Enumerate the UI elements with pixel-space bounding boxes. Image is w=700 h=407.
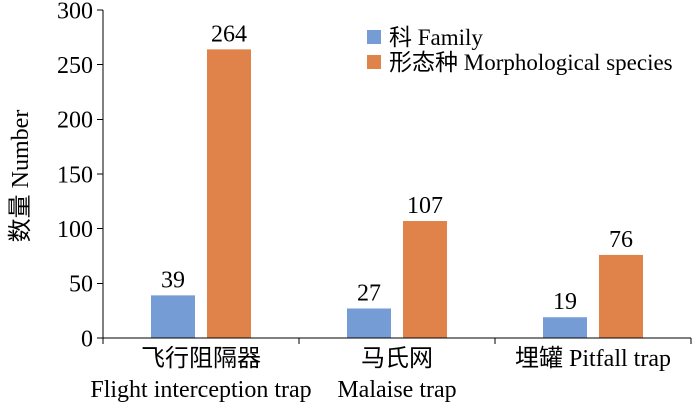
x-tick-label-flight-interception-trap-line-1: 飞行阻隔器	[141, 345, 261, 372]
x-tick-label-malaise-trap-line-2: Malaise trap	[337, 377, 456, 403]
x-tick-label-pitfall-trap-line-1: 埋罐 Pitfall trap	[515, 345, 671, 372]
legend-label-morphological-species: 形态种 Morphological species	[389, 50, 673, 75]
bar-morphological-species-malaise-trap	[403, 221, 447, 338]
bar-family-malaise-trap	[347, 308, 391, 338]
bar-family-pitfall-trap	[543, 317, 587, 338]
data-label-family-pitfall-trap: 19	[553, 289, 577, 315]
y-axis-ticks: 0 50 100 150 200 250 300	[57, 0, 103, 352]
y-tick-label-100: 100	[57, 217, 93, 243]
y-tick-label-50: 50	[69, 272, 93, 298]
data-label-morphological-species-malaise-trap: 107	[407, 193, 443, 219]
y-tick-label-150: 150	[57, 162, 93, 188]
data-label-morphological-species-pitfall-trap: 76	[609, 227, 633, 253]
data-labels: 39 264 27 107 19 76	[161, 21, 633, 315]
bar-family-flight-interception-trap	[151, 295, 195, 338]
y-axis-label: 数量 Number	[7, 110, 34, 243]
y-tick-label-0: 0	[81, 326, 93, 352]
legend-swatch-family	[367, 30, 381, 44]
x-axis-category-labels: 飞行阻隔器 Flight interception trap 马氏网 Malaise …	[90, 345, 671, 403]
x-tick-label-malaise-trap-line-1: 马氏网	[361, 345, 433, 372]
y-tick-label-200: 200	[57, 108, 93, 134]
bar-morphological-species-pitfall-trap	[599, 254, 643, 338]
x-tick-label-flight-interception-trap-line-2: Flight interception trap	[90, 377, 311, 403]
data-label-family-malaise-trap: 27	[357, 280, 381, 306]
data-label-family-flight-interception-trap: 39	[161, 267, 185, 293]
bar-morphological-species-flight-interception-trap	[207, 49, 251, 339]
legend-swatch-morphological-species	[367, 55, 381, 69]
legend-label-family: 科 Family	[389, 25, 483, 50]
y-tick-label-250: 250	[57, 53, 93, 79]
x-axis-ticks	[102, 338, 692, 344]
bar-group	[151, 49, 643, 339]
y-tick-label-300: 300	[57, 0, 93, 24]
data-label-morphological-species-flight-interception-trap: 264	[211, 21, 247, 47]
